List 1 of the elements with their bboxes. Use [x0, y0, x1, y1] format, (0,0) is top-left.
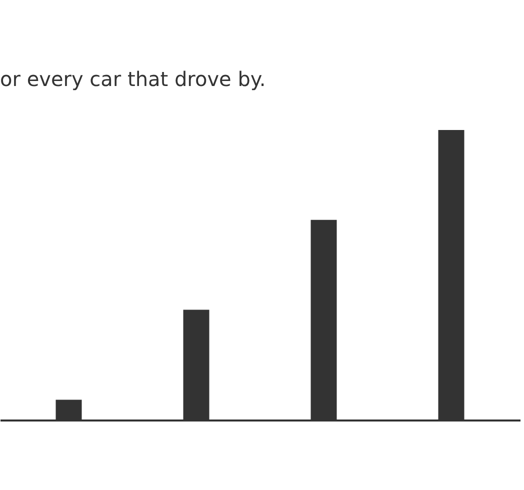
text: or every car that drove by. [0, 67, 266, 91]
